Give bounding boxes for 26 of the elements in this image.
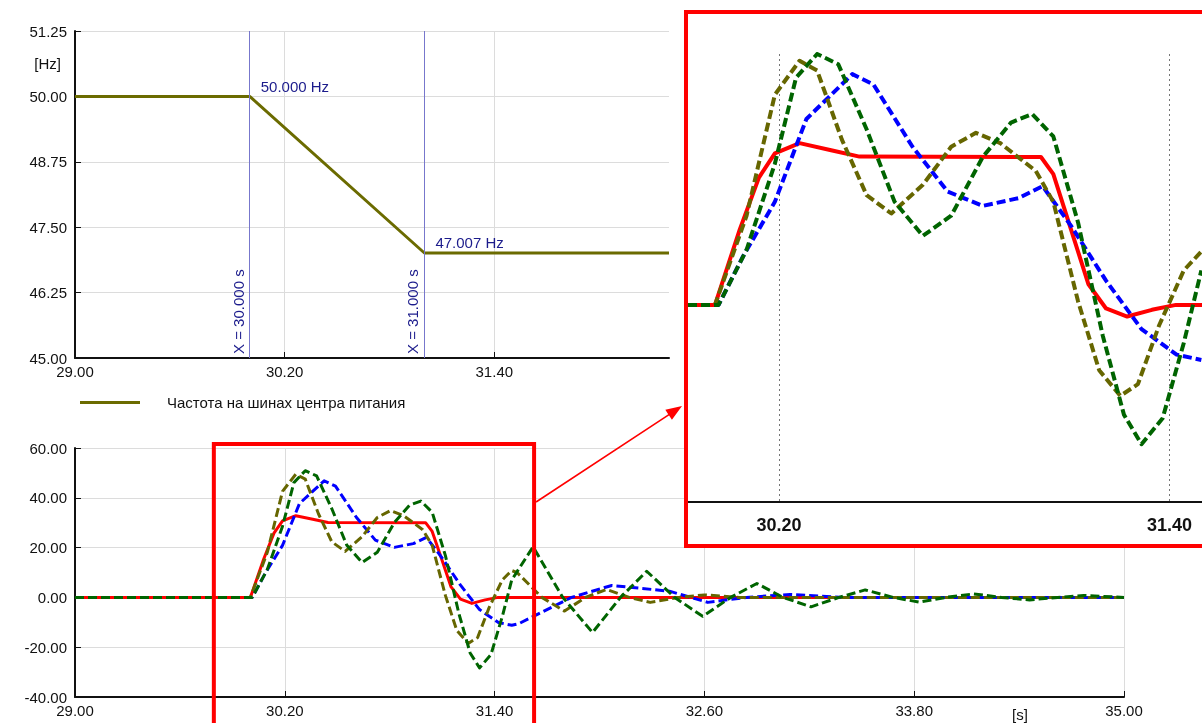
x-tick-label: 30.20: [266, 702, 304, 719]
x-tick-label: 30.20: [265, 363, 304, 380]
ref-line-label: X = 31.000 s: [404, 269, 422, 354]
y-tick-label: 48.75: [29, 153, 67, 171]
annotation: 47.007 Hz: [435, 234, 504, 252]
ref-line-label: X = 30.000 s: [229, 269, 247, 354]
x-tick-label: 31.40: [1146, 515, 1192, 535]
annotation: 50.000 Hz: [260, 77, 330, 95]
x-tick-label: 31.40: [475, 702, 514, 719]
y-tick-label: 60.00: [29, 439, 67, 457]
y-tick-label: -20.00: [24, 638, 67, 656]
y-tick-label: 47.50: [29, 218, 67, 236]
x-tick-label: 35.00: [1105, 702, 1143, 719]
x-tick-label: 33.80: [895, 702, 933, 719]
x-tick-label: 30.20: [756, 515, 802, 535]
y-tick-label: 40.00: [29, 489, 67, 507]
y-tick-label: 20.00: [29, 539, 67, 557]
legend-label: Частота на шинах центра питания: [167, 394, 406, 411]
x-tick-label: 32.60: [685, 702, 724, 719]
y-tick-label: 50.00: [29, 87, 67, 105]
y-tick-label: 51.25: [29, 22, 67, 40]
x-tick-label: 31.40: [475, 363, 514, 380]
y-axis-title: [Hz]: [34, 55, 61, 72]
x-axis-title: [s]: [1012, 706, 1028, 723]
y-tick-label: 46.25: [29, 284, 67, 302]
y-tick-label: 0.00: [37, 588, 67, 606]
